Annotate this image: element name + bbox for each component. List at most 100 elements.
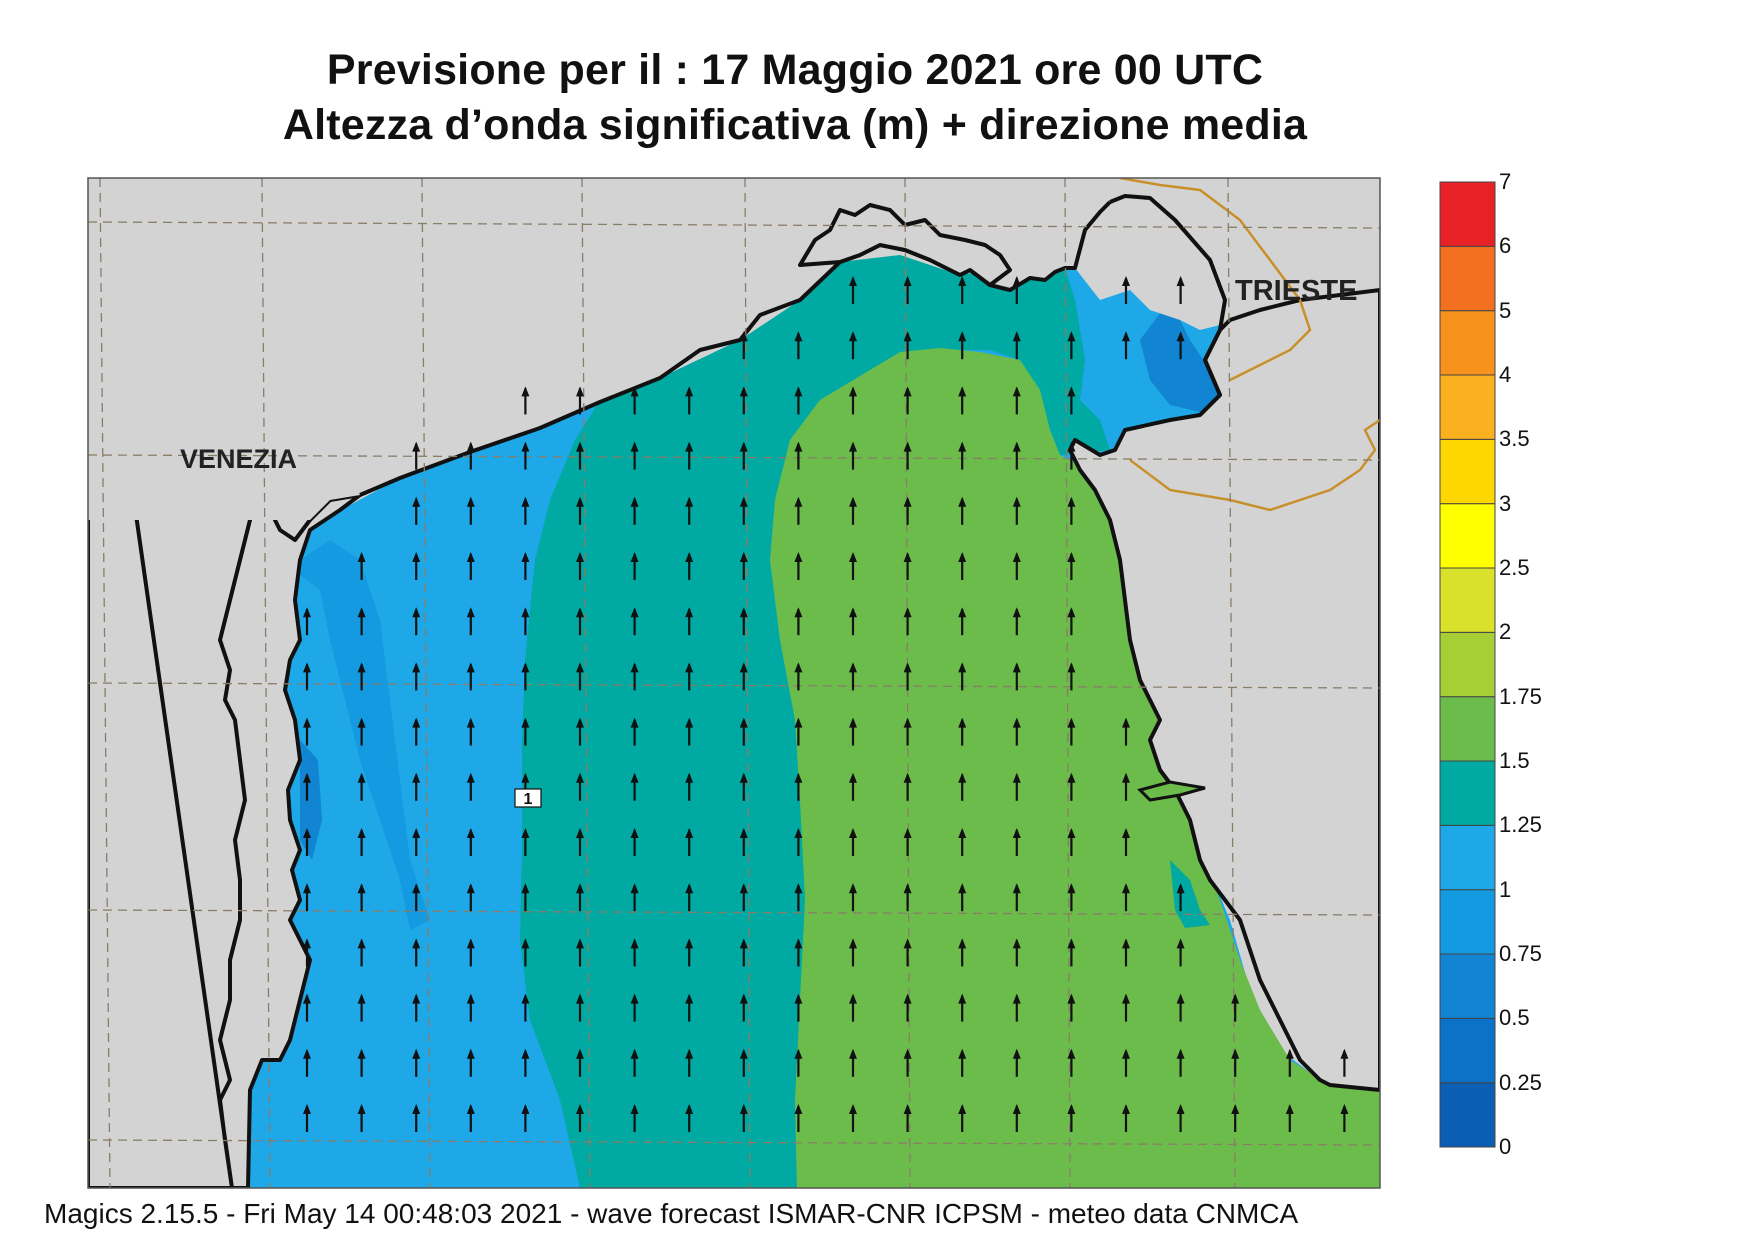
direction-arrow-head bbox=[630, 938, 639, 949]
direction-arrow-head bbox=[466, 772, 475, 783]
direction-arrow-head bbox=[303, 717, 311, 728]
direction-arrow-head bbox=[412, 717, 421, 728]
direction-arrow-head bbox=[1012, 717, 1021, 728]
direction-arrow-head bbox=[466, 993, 475, 1004]
direction-arrow-head bbox=[1122, 276, 1130, 286]
direction-arrow-head bbox=[794, 441, 803, 452]
colorbar-band bbox=[1439, 503, 1496, 569]
direction-arrow-head bbox=[849, 1048, 857, 1059]
colorbar-tick-label: 1.75 bbox=[1499, 683, 1542, 709]
colorbar-tick-label: 3 bbox=[1499, 490, 1512, 516]
direction-arrow-head bbox=[849, 607, 857, 618]
direction-arrow-head bbox=[1012, 331, 1021, 342]
direction-arrow-head bbox=[1067, 441, 1076, 452]
direction-arrow-head bbox=[794, 662, 803, 673]
direction-arrow-head bbox=[521, 717, 530, 728]
direction-arrow-head bbox=[1340, 1104, 1349, 1114]
direction-arrow-head bbox=[685, 772, 694, 783]
direction-arrow-head bbox=[630, 717, 639, 728]
direction-arrow-head bbox=[1067, 607, 1076, 618]
direction-arrow-head bbox=[1067, 496, 1076, 507]
direction-arrow-head bbox=[849, 276, 857, 286]
direction-arrow-head bbox=[1012, 993, 1021, 1004]
direction-arrow-head bbox=[412, 552, 421, 562]
direction-arrow-head bbox=[739, 717, 748, 728]
direction-arrow-head bbox=[903, 772, 912, 783]
direction-arrow-head bbox=[576, 386, 584, 397]
direction-arrow-head bbox=[685, 717, 694, 728]
colorbar-band bbox=[1439, 1017, 1496, 1084]
direction-arrow-head bbox=[357, 1104, 366, 1114]
direction-arrow-head bbox=[303, 772, 311, 783]
direction-arrow-head bbox=[958, 828, 967, 838]
colorbar-band bbox=[1439, 181, 1496, 247]
colorbar bbox=[1439, 181, 1496, 1148]
direction-arrow-head bbox=[849, 331, 857, 342]
direction-arrow-head bbox=[466, 938, 475, 949]
direction-arrow-head bbox=[903, 441, 912, 452]
direction-arrow-head bbox=[303, 662, 311, 673]
direction-arrow-head bbox=[685, 883, 694, 894]
sea-gulf-dark bbox=[1140, 300, 1225, 412]
direction-arrow-head bbox=[849, 993, 857, 1004]
direction-arrow-head bbox=[685, 1104, 694, 1114]
direction-arrow-head bbox=[739, 938, 748, 949]
direction-arrow-head bbox=[903, 607, 912, 618]
direction-arrow-head bbox=[576, 662, 584, 673]
direction-arrow-head bbox=[1012, 607, 1021, 618]
direction-arrow-head bbox=[521, 883, 530, 894]
colorbar-band bbox=[1439, 760, 1496, 826]
direction-arrow-head bbox=[903, 828, 912, 838]
direction-arrow-head bbox=[1231, 1104, 1240, 1114]
direction-arrow-head bbox=[521, 993, 530, 1004]
direction-arrow-head bbox=[1012, 772, 1021, 783]
direction-arrow-head bbox=[466, 441, 475, 452]
direction-arrow-head bbox=[903, 938, 912, 949]
direction-arrow-head bbox=[630, 993, 639, 1004]
footer-credits: Magics 2.15.5 - Fri May 14 00:48:03 2021… bbox=[44, 1198, 1299, 1229]
direction-arrow-head bbox=[521, 772, 530, 783]
direction-arrow-head bbox=[412, 1104, 421, 1114]
colorbar-band bbox=[1439, 245, 1496, 312]
direction-arrow-head bbox=[739, 828, 748, 838]
direction-arrow-head bbox=[1067, 828, 1076, 838]
direction-arrow-head bbox=[1122, 717, 1130, 728]
direction-arrow-head bbox=[1012, 552, 1021, 562]
direction-arrow-head bbox=[630, 1104, 639, 1114]
direction-arrow-head bbox=[630, 441, 639, 452]
direction-arrow-head bbox=[1067, 938, 1076, 949]
direction-arrow-head bbox=[630, 1048, 639, 1059]
national-border-south bbox=[1129, 418, 1380, 512]
direction-arrow-head bbox=[357, 883, 366, 894]
colorbar-band bbox=[1439, 953, 1496, 1019]
direction-arrow-head bbox=[849, 386, 857, 397]
direction-arrow-head bbox=[685, 552, 694, 562]
direction-arrow-head bbox=[1067, 993, 1076, 1004]
direction-arrow-head bbox=[903, 386, 912, 397]
direction-arrow-head bbox=[1176, 883, 1185, 894]
direction-arrow-head bbox=[357, 993, 366, 1004]
colorbar-band bbox=[1439, 824, 1496, 891]
colorbar-tick-label: 0.25 bbox=[1499, 1069, 1542, 1095]
direction-arrow-head bbox=[849, 772, 857, 783]
direction-arrow-head bbox=[466, 496, 475, 507]
direction-arrow-head bbox=[412, 993, 421, 1004]
direction-arrow-head bbox=[412, 496, 421, 507]
graticule bbox=[88, 178, 1380, 1188]
direction-arrow-head bbox=[576, 441, 584, 452]
direction-arrow-head bbox=[576, 772, 584, 783]
direction-arrow-head bbox=[630, 607, 639, 618]
direction-arrow-head bbox=[521, 828, 530, 838]
colorbar-tick-label: 2.5 bbox=[1499, 555, 1530, 580]
direction-arrow-head bbox=[958, 552, 967, 562]
direction-arrow-head bbox=[630, 386, 639, 397]
direction-arrow-head bbox=[903, 662, 912, 673]
direction-arrow-head bbox=[466, 1048, 475, 1059]
direction-arrow-head bbox=[1067, 717, 1076, 728]
direction-arrow-head bbox=[739, 386, 748, 397]
direction-arrow-head bbox=[357, 662, 366, 673]
direction-arrow-head bbox=[794, 993, 803, 1004]
direction-arrow-head bbox=[739, 1048, 748, 1059]
national-border bbox=[1119, 178, 1312, 382]
